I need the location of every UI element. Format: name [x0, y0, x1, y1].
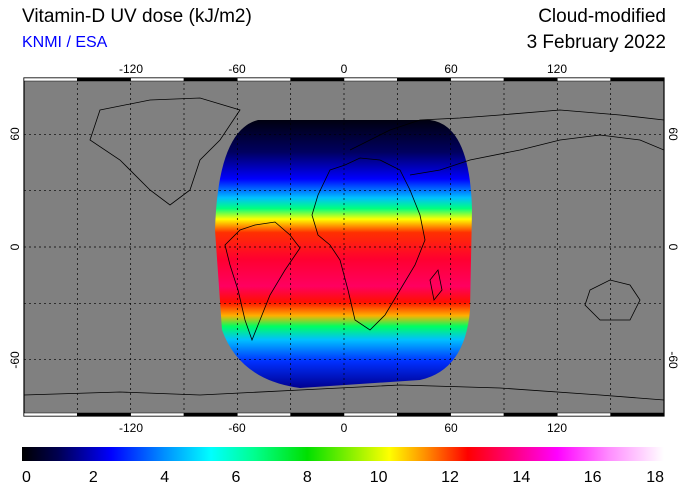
colorbar-label: 18 — [646, 469, 664, 486]
graticule — [24, 78, 664, 416]
lon-label-bottom: 120 — [547, 421, 567, 435]
frame-tick-segment — [397, 412, 451, 417]
frame-tick-segment — [343, 77, 398, 82]
frame-tick-segment — [610, 412, 665, 417]
colorbar-label: 6 — [232, 469, 241, 486]
lon-label-top: -120 — [119, 62, 143, 76]
frame-tick-segment — [450, 77, 505, 82]
frame-tick-segment — [343, 412, 398, 417]
frame-tick-segment — [503, 77, 558, 82]
lon-label-top: 120 — [547, 62, 567, 76]
frame-tick-segment — [237, 77, 291, 82]
frame-tick-segment — [77, 77, 131, 82]
lon-label-bottom: 0 — [341, 421, 348, 435]
lon-label-top: -60 — [228, 62, 246, 76]
colorbar-label: 16 — [584, 469, 602, 486]
frame-tick-segment — [183, 77, 238, 82]
colorbar-label: 4 — [160, 469, 169, 486]
coastlines — [24, 97, 664, 401]
lat-label-left: 0 — [8, 243, 22, 250]
lat-label-right: -60 — [666, 351, 680, 369]
colorbar-label: 2 — [89, 469, 98, 486]
lat-label-left: -60 — [8, 351, 22, 369]
lon-label-bottom: -120 — [119, 421, 143, 435]
frame-tick-segment — [290, 77, 345, 82]
frame-tick-segment — [130, 77, 185, 82]
frame-tick-segment — [397, 77, 451, 82]
longitude-labels: -120 -60 0 60 120 -120 -60 0 60 120 — [119, 62, 567, 435]
lat-label-left: 60 — [8, 127, 22, 141]
latitude-labels: 60 0 -60 60 0 -60 — [8, 127, 680, 369]
lon-label-bottom: -60 — [228, 421, 246, 435]
mode-label: Cloud-modified — [538, 6, 666, 27]
colorbar-label: 10 — [370, 469, 388, 486]
date-label: 3 February 2022 — [526, 32, 666, 53]
frame-tick-segment — [557, 77, 611, 82]
colorbar — [22, 447, 664, 461]
colorbar-labels: 0 2 4 6 8 10 12 14 16 18 — [22, 469, 664, 486]
colorbar-label: 14 — [512, 469, 530, 486]
lat-label-right: 60 — [666, 127, 680, 141]
lon-label-bottom: 60 — [444, 421, 458, 435]
frame-tick-segment — [503, 412, 558, 417]
frame-tick-segment — [450, 412, 505, 417]
colorbar-label: 8 — [303, 469, 312, 486]
frame-tick-segment — [610, 77, 665, 82]
map-area — [23, 77, 665, 417]
frame-tick-segment — [557, 412, 611, 417]
lat-label-right: 0 — [666, 244, 680, 251]
frame-tick-segment — [290, 412, 345, 417]
organization-label: KNMI / ESA — [22, 34, 108, 51]
frame-ticks — [23, 77, 665, 417]
frame-tick-segment — [237, 412, 291, 417]
colorbar-label: 12 — [441, 469, 459, 486]
uv-dose-field — [215, 120, 472, 388]
frame-tick-segment — [183, 412, 238, 417]
colorbar-label: 0 — [22, 469, 31, 486]
map-title: Vitamin-D UV dose (kJ/m2) — [22, 6, 252, 27]
lon-label-top: 60 — [444, 62, 458, 76]
lon-label-top: 0 — [341, 62, 348, 76]
frame-tick-segment — [23, 77, 78, 82]
frame-tick-segment — [130, 412, 185, 417]
frame-tick-segment — [77, 412, 131, 417]
frame-tick-segment — [23, 412, 78, 417]
